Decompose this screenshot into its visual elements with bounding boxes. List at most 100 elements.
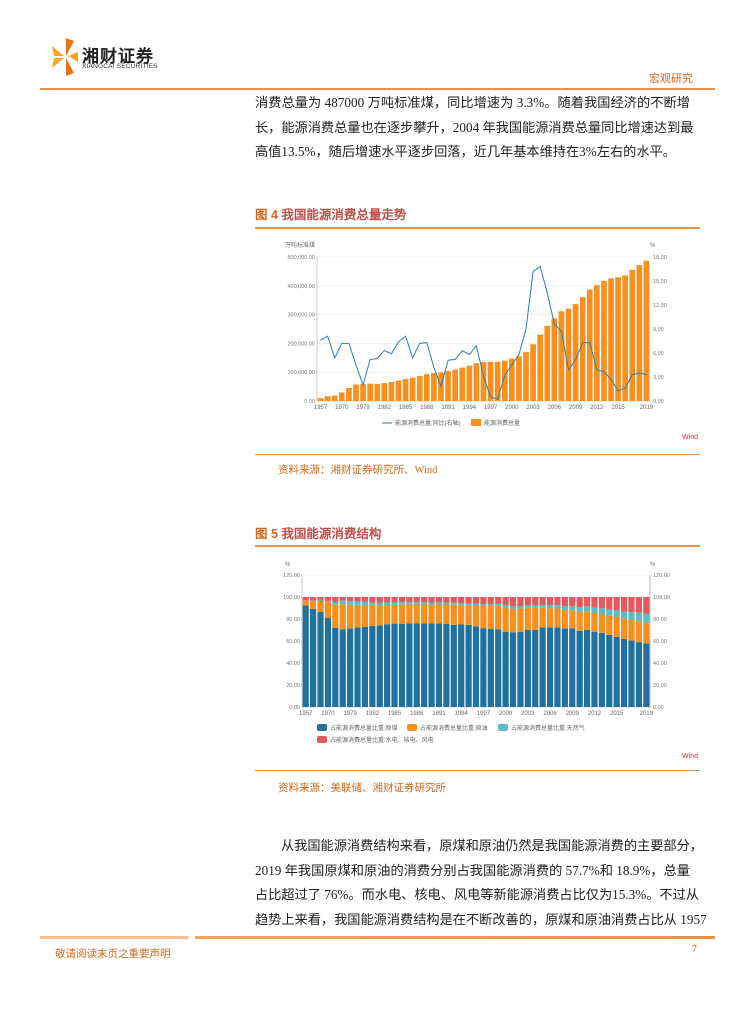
bar-segment-oil <box>309 601 317 609</box>
x-tick-label: 1957 <box>314 405 328 411</box>
bar-segment-coal <box>480 628 487 707</box>
point-yoy-growth <box>334 357 336 359</box>
bar-energy-consumption <box>480 362 487 401</box>
bar-energy-consumption <box>558 311 565 401</box>
bar-segment-oil <box>606 615 613 635</box>
bar-segment-gas <box>613 610 620 617</box>
y-right-tick-label: 40.00 <box>653 661 667 667</box>
y-left-tick-label: 400,000.00 <box>287 284 315 290</box>
bar-segment-hydro-nuclear-wind <box>583 597 591 607</box>
bar-energy-consumption <box>494 361 501 401</box>
bar-segment-gas <box>546 605 554 609</box>
bar-energy-consumption <box>636 265 643 401</box>
text-line: 高值13.5%，随后增速水平逐步回落，近几年基本维持在3%左右的水平。 <box>255 144 676 159</box>
bar-segment-coal <box>569 628 576 707</box>
bar-segment-gas <box>347 600 354 605</box>
figure-4-label: 图 4 <box>255 208 278 222</box>
point-yoy-growth <box>554 323 555 325</box>
legend-bar-swatch <box>471 419 481 426</box>
figure-4-title-text: 我国能源消费总量走势 <box>281 208 407 222</box>
bar-segment-gas <box>472 603 480 606</box>
bar-segment-gas <box>339 600 346 605</box>
point-yoy-growth <box>405 335 406 337</box>
bar-segment-gas <box>332 601 339 605</box>
text-line: 从我国能源消费结构来看，原煤和原油仍然是我国能源消费的主要部分， <box>281 838 703 853</box>
bar-segment-oil <box>472 605 480 627</box>
bar-segment-coal <box>472 626 480 707</box>
y-left-tick-label: 40.00 <box>286 661 300 667</box>
point-yoy-growth <box>384 350 385 351</box>
bar-segment-hydro-nuclear-wind <box>421 597 428 603</box>
bar-segment-coal <box>613 636 620 707</box>
point-yoy-growth <box>490 396 491 398</box>
point-yoy-growth <box>419 343 421 344</box>
bar-energy-consumption <box>452 369 458 401</box>
bar-segment-hydro-nuclear-wind <box>532 597 539 606</box>
bar-segment-hydro-nuclear-wind <box>465 597 472 604</box>
point-yoy-growth <box>412 357 413 359</box>
bar-segment-hydro-nuclear-wind <box>606 597 613 610</box>
bar-segment-oil <box>413 604 420 624</box>
bar-segment-hydro-nuclear-wind <box>524 597 531 606</box>
legend-swatch <box>317 736 327 743</box>
y-right-tick-label: 80.00 <box>653 617 667 623</box>
bar-segment-oil <box>384 605 391 625</box>
point-yoy-growth <box>362 384 364 386</box>
footer-disclaimer: 敬请阅读末页之重要声明 <box>55 949 171 960</box>
page-number: 7 <box>691 944 697 955</box>
point-yoy-growth <box>355 364 357 366</box>
bar-energy-consumption <box>551 318 558 401</box>
bar-segment-hydro-nuclear-wind <box>413 597 420 603</box>
bar-segment-coal <box>347 628 354 707</box>
point-yoy-growth <box>497 399 498 400</box>
bar-segment-hydro-nuclear-wind <box>435 597 443 603</box>
y-right-tick-label: 60.00 <box>653 639 667 645</box>
y-left-tick-label: 100,000.00 <box>287 370 315 376</box>
bar-segment-coal <box>376 625 383 707</box>
bar-energy-consumption <box>579 297 586 401</box>
bar-segment-oil <box>635 621 643 643</box>
point-yoy-growth <box>320 339 321 341</box>
bar-segment-hydro-nuclear-wind <box>576 597 583 608</box>
y-right-tick-label: 12.00 <box>653 303 667 309</box>
y-right-tick-label: 120.00 <box>653 573 670 579</box>
bar-segment-gas <box>532 605 539 608</box>
bar-segment-hydro-nuclear-wind <box>472 597 480 604</box>
wind-watermark: Wind <box>682 434 698 441</box>
bar-segment-coal <box>620 638 628 707</box>
bar-segment-coal <box>391 623 398 707</box>
x-tick-label: 2019 <box>640 711 654 717</box>
bar-energy-consumption <box>324 396 331 401</box>
bar-segment-gas <box>458 603 465 606</box>
bar-segment-oil <box>391 604 398 624</box>
bar-segment-hydro-nuclear-wind <box>635 597 643 613</box>
x-tick-label: 2006 <box>548 405 562 411</box>
y-left-tick-label: 20.00 <box>286 683 300 689</box>
bar-segment-coal <box>317 611 324 707</box>
bar-segment-coal <box>546 627 554 707</box>
bar-segment-hydro-nuclear-wind <box>376 597 383 603</box>
bar-segment-gas <box>583 606 591 612</box>
bar-segment-coal <box>302 605 309 707</box>
bar-energy-consumption <box>565 308 572 401</box>
bar-segment-gas <box>554 605 561 609</box>
bar-segment-gas <box>561 606 568 610</box>
y-right-axis-title: % <box>650 243 656 249</box>
y-right-tick-label: 20.00 <box>653 683 667 689</box>
point-yoy-growth <box>610 379 612 380</box>
x-tick-label: 1991 <box>441 405 455 411</box>
bar-segment-coal <box>406 623 413 707</box>
legend-label: 占能源消费总量比重:原煤 <box>330 724 398 732</box>
x-tick-label: 1957 <box>299 711 313 717</box>
point-yoy-growth <box>504 375 506 376</box>
bar-segment-gas <box>480 604 487 607</box>
bar-segment-oil <box>450 604 457 625</box>
point-yoy-growth <box>447 359 449 361</box>
bar-segment-oil <box>576 611 583 631</box>
bar-segment-hydro-nuclear-wind <box>384 597 391 603</box>
bar-segment-gas <box>569 606 576 611</box>
x-tick-label: 2009 <box>569 405 583 411</box>
y-left-tick-label: 100.00 <box>283 595 300 601</box>
bar-segment-gas <box>428 602 435 605</box>
bar-segment-hydro-nuclear-wind <box>628 597 635 613</box>
